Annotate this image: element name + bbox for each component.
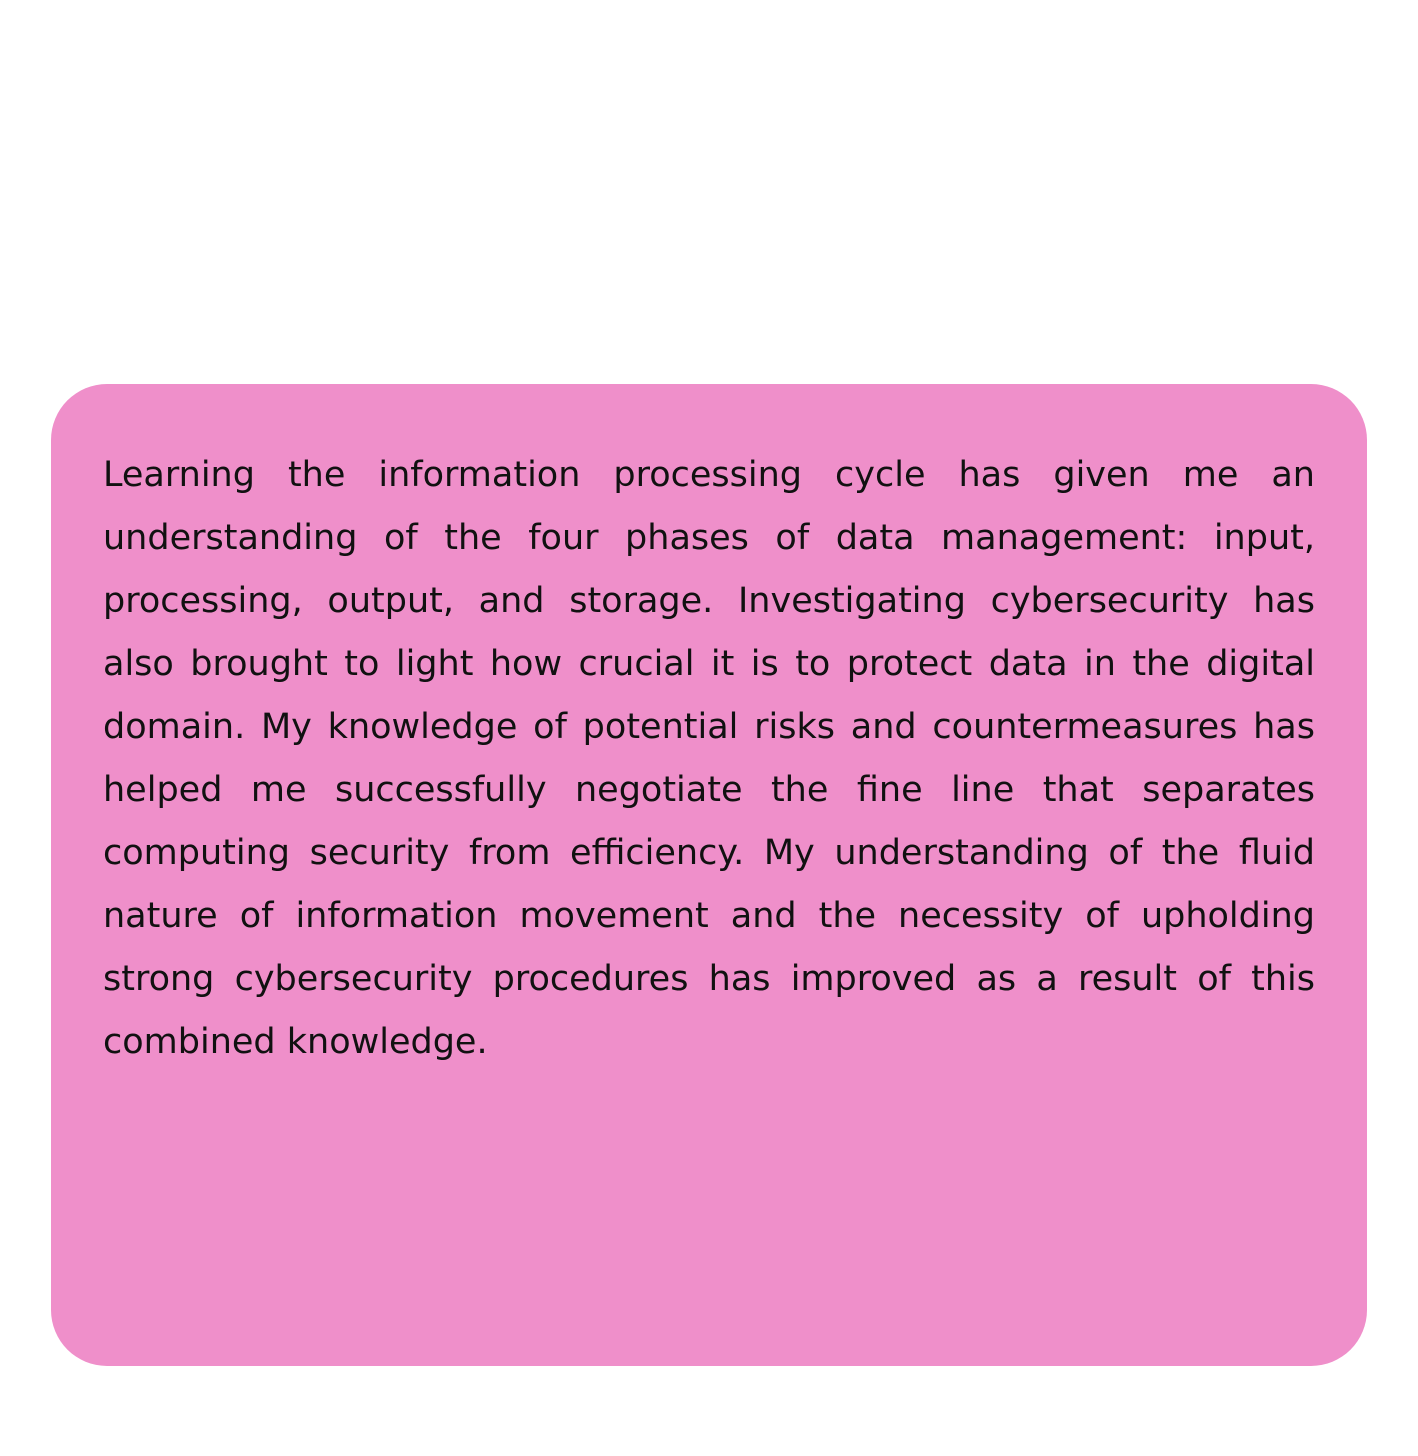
- card-paragraph: Learning the information processing cycl…: [103, 455, 1315, 1062]
- content-card: Learning the information processing cycl…: [51, 384, 1367, 1366]
